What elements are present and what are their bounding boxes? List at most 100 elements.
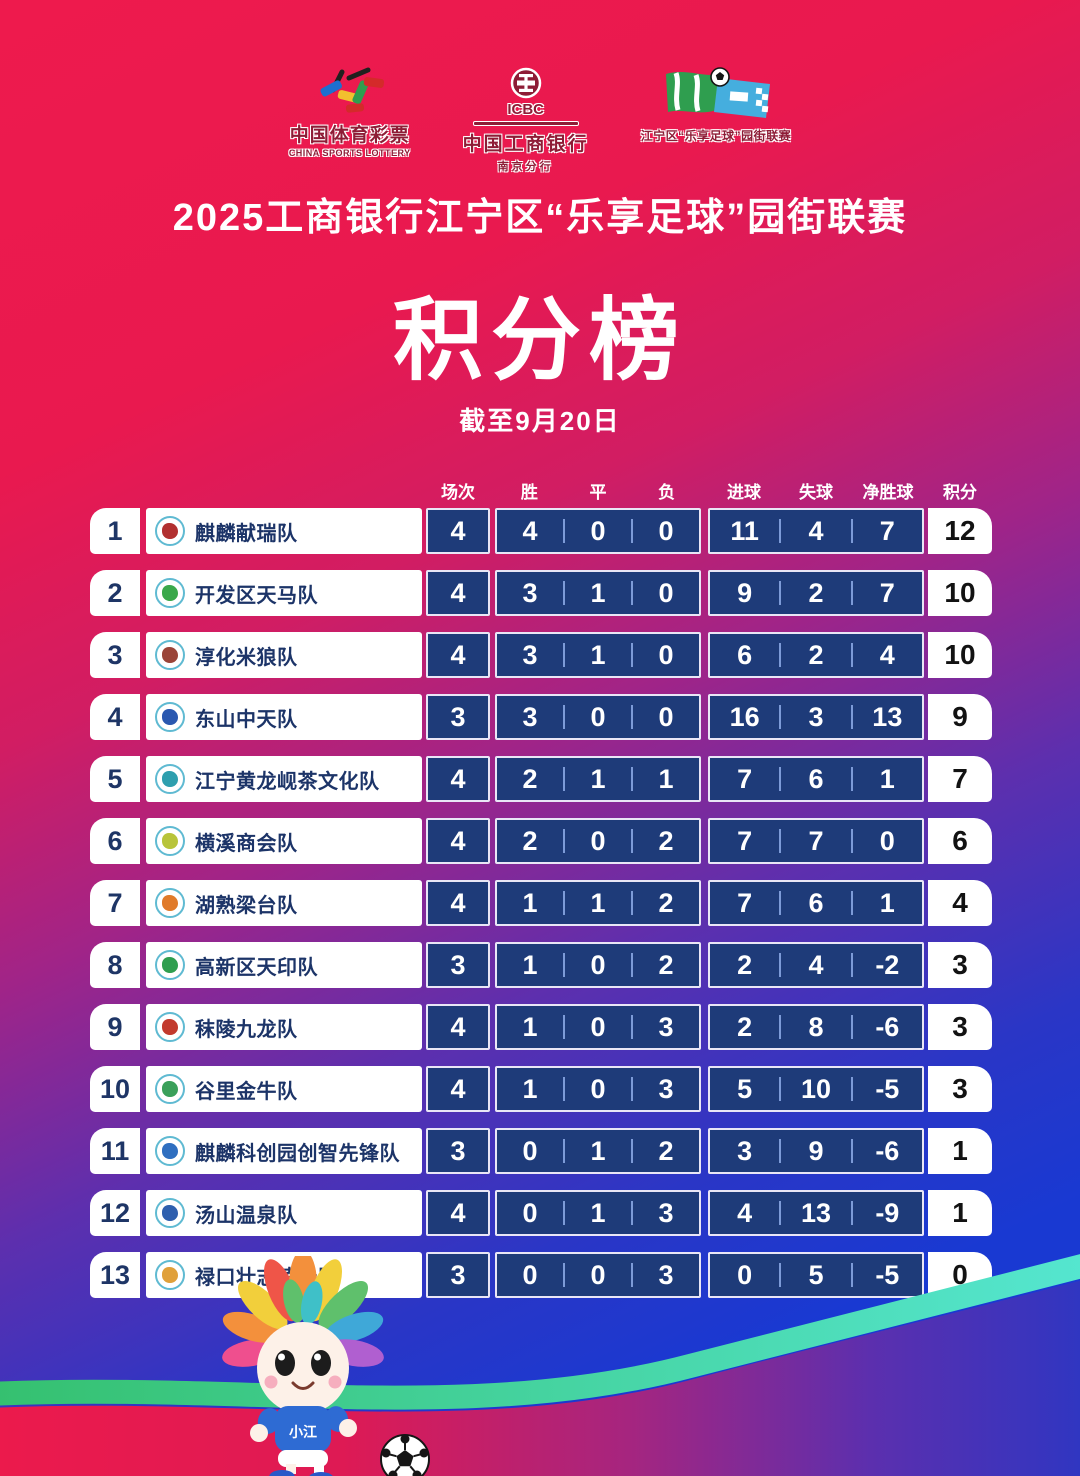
- team-name: 江宁黄龙岘茶文化队: [195, 770, 380, 793]
- goals-against-value: 8: [808, 1011, 824, 1042]
- mascot-illustration: 小江: [222, 1256, 430, 1476]
- team-logo-glyph: [162, 523, 178, 539]
- divider: [563, 1015, 565, 1039]
- table-row: 9 秣陵九龙队 4 1 0 3 2 8 -6 3: [90, 1004, 1080, 1050]
- draw-value: 1: [590, 1135, 606, 1166]
- team-cell: 麒麟科创园创智先锋队: [146, 1128, 422, 1174]
- bottom-wave-decoration: [0, 1254, 1080, 1476]
- wdl-cell: 1 1 2: [495, 880, 701, 926]
- team-logo-glyph: [162, 833, 178, 849]
- divider: [631, 1077, 633, 1101]
- loss-value: 2: [658, 1135, 674, 1166]
- wdl-cell: 1 0 3: [495, 1066, 701, 1112]
- draw-value: 1: [590, 639, 606, 670]
- goals-cell: 16 3 13: [708, 694, 924, 740]
- rank-badge: 6: [90, 818, 140, 864]
- divider: [850, 519, 853, 543]
- divider: [563, 767, 565, 791]
- team-name: 开发区天马队: [195, 584, 318, 607]
- team-cell: 东山中天队: [146, 694, 422, 740]
- team-logo-glyph: [162, 1267, 178, 1283]
- divider: [850, 1201, 853, 1225]
- points-badge: 6: [928, 818, 992, 864]
- divider: [631, 1015, 633, 1039]
- as-of-date: 截至9月20日: [459, 406, 621, 436]
- teal-band: [0, 1254, 1080, 1410]
- win-value: 3: [522, 701, 538, 732]
- played-cell: 3: [426, 1252, 490, 1298]
- wdl-cell: 0 1 2: [495, 1128, 701, 1174]
- points-badge: 3: [928, 942, 992, 988]
- divider: [563, 581, 565, 605]
- team-logo-glyph: [162, 1143, 178, 1159]
- divider: [563, 891, 565, 915]
- goals-against-value: 5: [808, 1259, 824, 1290]
- points-badge: 12: [928, 508, 992, 554]
- divider: [563, 829, 565, 853]
- divider: [850, 829, 853, 853]
- win-value: 4: [522, 515, 538, 546]
- win-value: 0: [522, 1135, 538, 1166]
- goals-against-value: 2: [808, 639, 824, 670]
- divider: [850, 1139, 853, 1163]
- divider: [779, 581, 782, 605]
- standings-table: 场次 胜 平 负 进球 失球 净胜球 积分 1 麒麟献瑞队 4 4 0: [0, 478, 1080, 1298]
- goals-for-value: 4: [737, 1197, 753, 1228]
- divider: [631, 705, 633, 729]
- points-badge: 9: [928, 694, 992, 740]
- win-value: 1: [522, 1073, 538, 1104]
- draw-value: 0: [590, 515, 606, 546]
- team-logo-icon: [155, 702, 185, 732]
- goals-for-value: 7: [737, 763, 753, 794]
- team-cell: 湖熟梁台队: [146, 880, 422, 926]
- loss-value: 3: [658, 1259, 674, 1290]
- goals-for-value: 3: [737, 1135, 753, 1166]
- loss-value: 2: [658, 825, 674, 856]
- goal-diff-value: 13: [872, 701, 903, 732]
- wdl-cell: 0 1 3: [495, 1190, 701, 1236]
- played-cell: 4: [426, 818, 490, 864]
- table-row: 3 淳化米狼队 4 3 1 0 6 2 4 10: [90, 632, 1080, 678]
- team-logo-icon: [155, 640, 185, 670]
- goals-for-value: 9: [737, 577, 753, 608]
- goal-diff-value: -6: [875, 1135, 900, 1166]
- goal-diff-value: 1: [879, 887, 895, 918]
- win-value: 2: [522, 825, 538, 856]
- wdl-cell: 3 0 0: [495, 694, 701, 740]
- table-header: 场次 胜 平 负 进球 失球 净胜球 积分: [90, 478, 1080, 502]
- team-name: 淳化米狼队: [195, 646, 298, 669]
- sponsor-logos: 中国体育彩票 CHINA SPORTS LOTTERY ICBC 中国工商银行 …: [0, 0, 1080, 173]
- win-value: 1: [522, 887, 538, 918]
- played-cell: 4: [426, 1190, 490, 1236]
- draw-value: 1: [590, 577, 606, 608]
- team-cell: 秣陵九龙队: [146, 1004, 422, 1050]
- team-cell: 淳化米狼队: [146, 632, 422, 678]
- goals-cell: 11 4 7: [708, 508, 924, 554]
- divider: [563, 643, 565, 667]
- points-badge: 1: [928, 1128, 992, 1174]
- team-name: 麒麟献瑞队: [195, 522, 298, 545]
- standings-rows: 1 麒麟献瑞队 4 4 0 0 11 4 7 12 2 开发区天马队: [0, 508, 1080, 1298]
- divider: [563, 705, 565, 729]
- table-row: 11 麒麟科创园创智先锋队 3 0 1 2 3 9 -6 1: [90, 1128, 1080, 1174]
- divider: [563, 1077, 565, 1101]
- divider: [850, 1015, 853, 1039]
- win-value: 0: [522, 1259, 538, 1290]
- goals-cell: 3 9 -6: [708, 1128, 924, 1174]
- goal-diff-value: 0: [879, 825, 895, 856]
- points-badge: 4: [928, 880, 992, 926]
- team-cell: 江宁黄龙岘茶文化队: [146, 756, 422, 802]
- draw-value: 0: [590, 949, 606, 980]
- loss-value: 0: [658, 701, 674, 732]
- divider: [779, 891, 782, 915]
- draw-value: 1: [590, 763, 606, 794]
- standings-title: 积分榜: [393, 291, 687, 391]
- col-goals-for: 进球: [727, 482, 761, 502]
- col-group-wdl: 胜 平 负: [495, 478, 701, 503]
- mascot-jersey-text: 小江: [289, 1424, 317, 1440]
- goals-cell: 2 4 -2: [708, 942, 924, 988]
- divider: [779, 1015, 782, 1039]
- divider: [779, 767, 782, 791]
- goal-diff-value: -9: [875, 1197, 900, 1228]
- team-logo-icon: [155, 1074, 185, 1104]
